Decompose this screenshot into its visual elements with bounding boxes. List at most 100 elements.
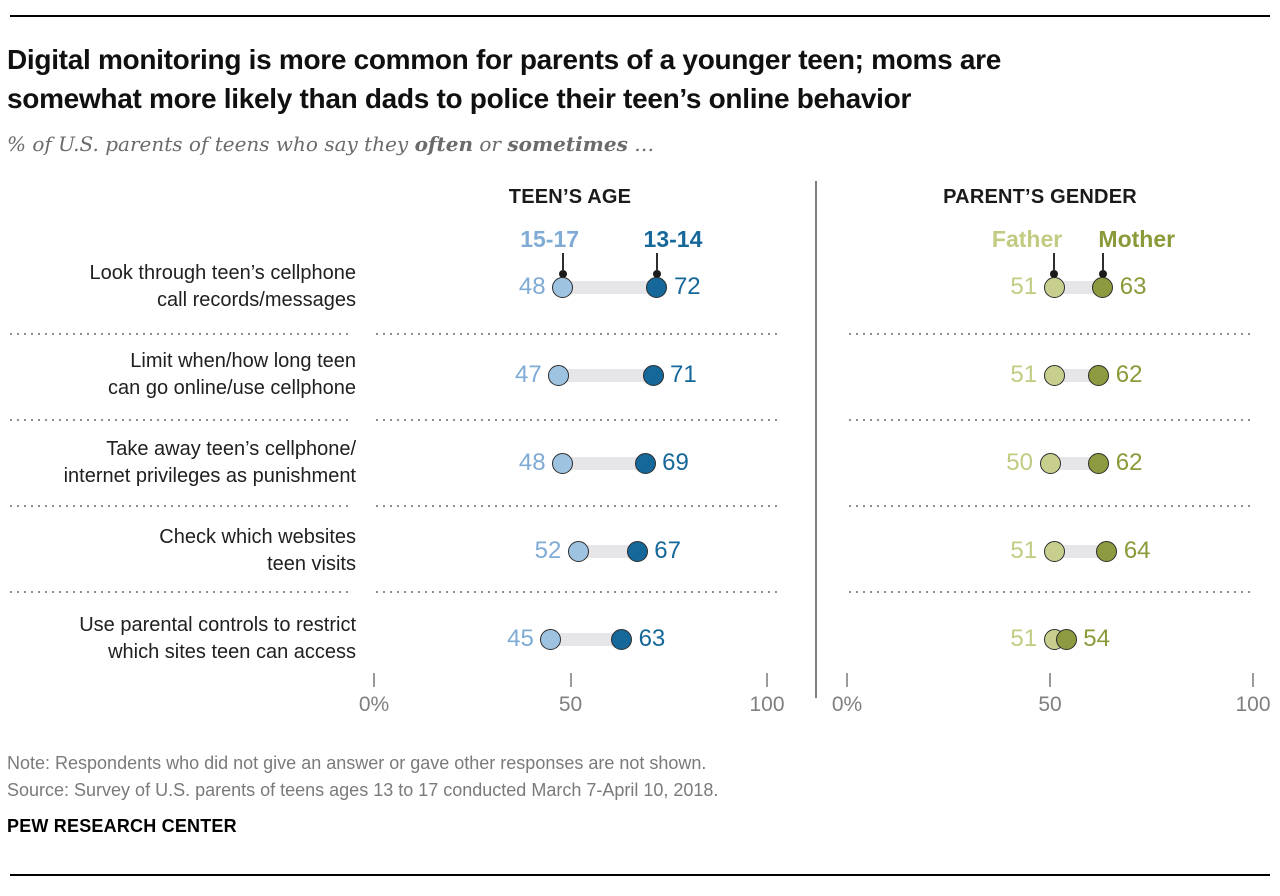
data-dot-low [552, 276, 574, 298]
data-dot-low [540, 628, 562, 650]
data-dot-high [1096, 540, 1118, 562]
dumbbell-connector-bar [1054, 544, 1107, 558]
value-label-low: 51 [1010, 361, 1038, 388]
legend-series-label: Father [991, 226, 1063, 252]
value-label-low: 51 [1010, 273, 1038, 300]
value-label-low: 45 [507, 625, 534, 652]
value-label-high: 62 [1115, 449, 1143, 476]
legend-series-label: Mother [1098, 226, 1176, 252]
data-dot-low [1043, 276, 1065, 298]
data-dot-high [642, 364, 664, 386]
value-label-high: 64 [1123, 537, 1151, 564]
value-label-low: 48 [518, 449, 546, 476]
subtitle-emph-sometimes: sometimes [507, 132, 628, 156]
bottom-rule [10, 874, 1270, 876]
row-separator-dotted-line [376, 591, 779, 593]
data-dot-low [1043, 364, 1065, 386]
legend-pointer-dot [652, 270, 661, 278]
x-axis-tick-label: 0% [831, 693, 863, 716]
x-axis-tick-mark [569, 673, 572, 687]
value-label-high: 62 [1115, 361, 1143, 388]
value-label-high: 63 [638, 625, 666, 652]
legend-pointer-dot [558, 270, 567, 278]
row-separator-dotted-line [376, 505, 779, 507]
row-separator-dotted-line [10, 505, 352, 507]
legend-pointer-line [1101, 253, 1104, 270]
subtitle-prefix: % of U.S. parents of teens who say they [7, 132, 415, 156]
data-dot-high [646, 276, 668, 298]
value-label-low: 52 [534, 537, 562, 564]
dumbbell-connector-bar [562, 280, 657, 294]
dumbbell-connector-bar [1054, 368, 1099, 382]
row-separator-dotted-line [849, 333, 1250, 335]
panel-header: PARENT’S GENDER [943, 186, 1137, 208]
value-label-high: 54 [1083, 625, 1110, 652]
row-label: Take away teen’s cellphone/ internet pri… [63, 438, 356, 487]
data-dot-high [1092, 276, 1114, 298]
panel-header: TEEN’S AGE [508, 186, 632, 208]
data-dot-high [634, 452, 656, 474]
value-label-low: 51 [1010, 537, 1038, 564]
subtitle-suffix: … [627, 132, 655, 156]
chart-title: Digital monitoring is more common for pa… [7, 44, 1002, 114]
data-dot-high [1088, 452, 1110, 474]
x-axis-tick-label: 50 [558, 693, 583, 716]
dumbbell-connector-bar [1054, 280, 1103, 294]
row-separator-dotted-line [10, 419, 352, 421]
dumbbell-connector-bar [562, 456, 646, 470]
legend-pointer-line [1053, 253, 1056, 270]
legend-pointer-line [561, 253, 564, 270]
x-axis-tick-mark [1049, 673, 1051, 687]
data-dot-low [548, 364, 570, 386]
row-label: Limit when/how long teen can go online/u… [108, 350, 356, 399]
value-label-low: 47 [515, 361, 542, 388]
value-label-high: 71 [670, 361, 697, 388]
data-dot-low [567, 540, 589, 562]
legend-series-label: 15-17 [520, 226, 580, 252]
row-separator-dotted-line [376, 419, 779, 421]
row-separator-dotted-line [376, 333, 779, 335]
dumbbell-connector-bar [550, 632, 622, 646]
data-dot-high [1055, 628, 1077, 650]
x-axis-tick-mark [846, 673, 848, 687]
row-separator-dotted-line [849, 419, 1250, 421]
chart-subtitle: % of U.S. parents of teens who say they … [7, 132, 654, 156]
x-axis-tick-label: 100 [1235, 693, 1271, 716]
source-text: Source: Survey of U.S. parents of teens … [7, 780, 719, 800]
data-dot-low [1039, 452, 1061, 474]
data-dot-high [611, 628, 633, 650]
legend-pointer-line [655, 253, 658, 270]
subtitle-emph-often: often [414, 132, 474, 156]
row-separator-dotted-line [10, 333, 352, 335]
x-axis-tick-label: 0% [358, 693, 390, 716]
data-dot-low [552, 452, 574, 474]
legend-pointer-dot [1098, 270, 1107, 278]
panel-divider-line [815, 181, 817, 698]
row-label: Use parental controls to restrict which … [79, 614, 356, 663]
legend-pointer-dot [1050, 270, 1059, 278]
value-label-high: 72 [673, 273, 701, 300]
data-dot-high [1088, 364, 1110, 386]
row-label: Look through teen’s cellphone call recor… [89, 262, 356, 311]
x-axis-tick-label: 50 [1038, 693, 1062, 716]
value-label-low: 48 [518, 273, 546, 300]
row-separator-dotted-line [10, 591, 352, 593]
legend-series-label: 13-14 [643, 226, 703, 252]
top-rule [10, 15, 1270, 17]
subtitle-connector: or [473, 132, 508, 156]
dumbbell-connector-bar [1050, 456, 1099, 470]
value-label-high: 67 [654, 537, 681, 564]
dumbbell-connector-bar [558, 368, 654, 382]
value-label-low: 51 [1010, 625, 1038, 652]
x-axis-tick-mark [766, 673, 768, 687]
row-separator-dotted-line [849, 505, 1250, 507]
note-text: Note: Respondents who did not give an an… [7, 753, 707, 773]
x-axis-tick-mark [373, 673, 375, 687]
dumbbell-connector-bar [578, 544, 638, 558]
pew-research-center-logo: PEW RESEARCH CENTER [7, 816, 237, 836]
data-dot-low [1043, 540, 1065, 562]
row-separator-dotted-line [849, 591, 1250, 593]
row-label: Check which websites teen visits [159, 526, 356, 575]
value-label-high: 63 [1119, 273, 1147, 300]
